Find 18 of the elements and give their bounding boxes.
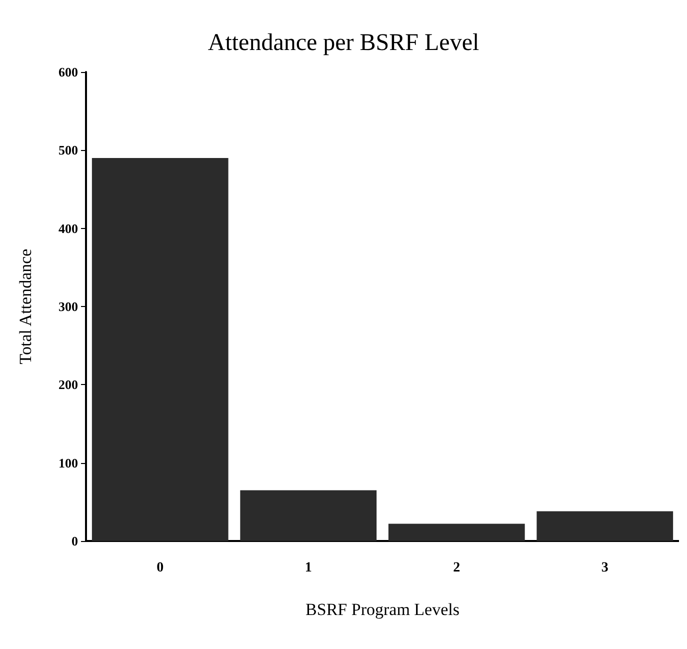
x-tick-label: 1 (304, 560, 312, 576)
x-axis-title: BSRF Program Levels (306, 600, 460, 619)
y-tick-label: 500 (58, 142, 78, 158)
y-tick-label: 600 (58, 64, 78, 80)
x-tick-label: 2 (453, 560, 460, 576)
x-tick-label: 3 (601, 560, 608, 576)
bar (92, 158, 228, 541)
x-tick-label: 0 (156, 560, 164, 576)
bar (388, 524, 525, 541)
y-axis-title: Total Attendance (16, 248, 35, 364)
y-tick-label: 300 (58, 299, 78, 314)
y-tick-label: 200 (58, 377, 78, 392)
y-tick-label: 400 (58, 220, 78, 236)
y-tick-label: 100 (58, 455, 78, 470)
bar (536, 511, 674, 541)
bar (240, 490, 377, 541)
chart-title: Attendance per BSRF Level (208, 30, 480, 56)
y-tick-label: 0 (72, 534, 78, 548)
